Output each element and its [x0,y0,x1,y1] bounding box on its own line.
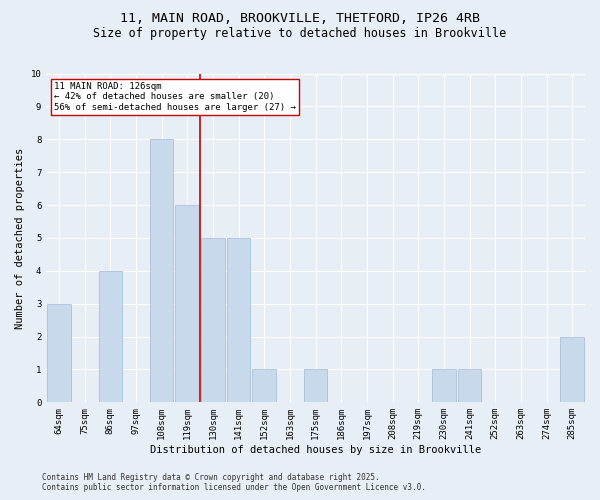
Text: 11, MAIN ROAD, BROOKVILLE, THETFORD, IP26 4RB: 11, MAIN ROAD, BROOKVILLE, THETFORD, IP2… [120,12,480,26]
Text: 11 MAIN ROAD: 126sqm
← 42% of detached houses are smaller (20)
56% of semi-detac: 11 MAIN ROAD: 126sqm ← 42% of detached h… [54,82,296,112]
Text: Size of property relative to detached houses in Brookville: Size of property relative to detached ho… [94,28,506,40]
X-axis label: Distribution of detached houses by size in Brookville: Distribution of detached houses by size … [150,445,481,455]
Text: Contains HM Land Registry data © Crown copyright and database right 2025.
Contai: Contains HM Land Registry data © Crown c… [42,473,426,492]
Bar [304,370,328,402]
Bar [253,370,276,402]
Bar [432,370,455,402]
Bar [201,238,225,402]
Y-axis label: Number of detached properties: Number of detached properties [15,148,25,328]
Bar [175,205,199,402]
Bar [458,370,481,402]
Bar [227,238,250,402]
Bar [98,271,122,402]
Bar [47,304,71,402]
Bar [560,336,584,402]
Bar [150,140,173,402]
